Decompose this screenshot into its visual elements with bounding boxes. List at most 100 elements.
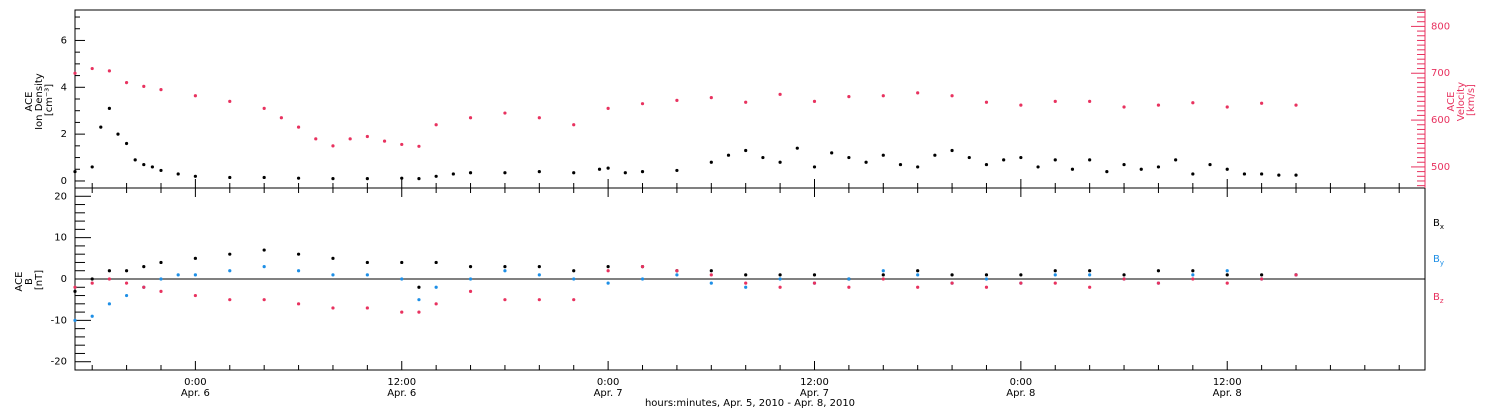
bz-point (1294, 273, 1298, 277)
b-tick-label: -10 (51, 315, 67, 326)
velocity-point (675, 98, 679, 103)
velocity-point (107, 69, 111, 73)
density-point (1191, 172, 1195, 176)
density-point (417, 177, 421, 181)
b-tick-label: 20 (54, 191, 67, 202)
bz-point (73, 285, 77, 289)
bz-point (262, 298, 266, 302)
density-point (1208, 162, 1212, 167)
bx-point (984, 273, 989, 277)
bz-point (331, 306, 335, 310)
bz-point (1053, 281, 1057, 285)
density-point (1070, 167, 1075, 171)
density-point (1156, 165, 1161, 169)
velocity-point (537, 116, 541, 120)
by-point (537, 273, 541, 277)
bz-point (1122, 277, 1126, 281)
density-tick-label: 4 (61, 82, 67, 93)
by-point (778, 277, 782, 281)
density-point (744, 148, 748, 153)
by-point (847, 277, 851, 281)
bz-point (778, 285, 782, 289)
bz-point (90, 281, 94, 285)
density-point (1174, 158, 1178, 162)
by-point (675, 273, 679, 277)
by-point (744, 285, 748, 289)
density-point (124, 141, 129, 146)
by-point (984, 277, 989, 281)
bx-point (950, 273, 954, 277)
velocity-point (279, 116, 283, 120)
velocity-point (228, 99, 232, 103)
velocity-point (606, 106, 610, 110)
velocity-point (434, 123, 438, 127)
density-point (967, 155, 971, 160)
velocity-point (73, 71, 77, 75)
velocity-point (348, 137, 352, 141)
bz-point (1156, 281, 1161, 285)
bx-point (73, 289, 77, 294)
bx-point (881, 273, 885, 277)
velocity-tick-label: 800 (1431, 21, 1450, 32)
bx-point (262, 248, 266, 252)
density-point (597, 167, 602, 171)
bx-point (709, 269, 713, 273)
bz-point (434, 302, 438, 306)
bz-point (709, 273, 713, 277)
bx-point (159, 260, 163, 265)
bz-point (365, 306, 369, 310)
x-tick-label-date: Apr. 7 (594, 388, 623, 399)
by-point (124, 293, 129, 298)
bx-point (365, 260, 369, 265)
bx-point (572, 269, 576, 273)
density-point (572, 171, 576, 175)
top-right-axis-line3: [km/s] (1466, 84, 1477, 116)
bx-point (228, 252, 232, 256)
by-point (417, 298, 421, 302)
density-point (933, 153, 937, 157)
bottom-left-axis-label: ACE B [nT] (14, 268, 45, 291)
by-point (709, 281, 713, 285)
velocity-point (159, 88, 163, 92)
x-axis-title: hours:minutes, Apr. 5, 2010 - Apr. 8, 20… (645, 398, 855, 409)
density-point (193, 174, 197, 178)
by-point (572, 277, 576, 281)
density-point (778, 160, 782, 164)
top-right-axis-line2: Velocity (1456, 82, 1467, 121)
bz-point (159, 289, 163, 294)
velocity-point (331, 144, 335, 148)
density-point (434, 174, 438, 178)
by-point (193, 273, 197, 277)
velocity-point (640, 102, 645, 106)
density-tick-label: 2 (61, 129, 67, 140)
bottom-left-axis-line2: B (24, 278, 35, 285)
bx-point (193, 256, 197, 260)
velocity-point (812, 99, 817, 103)
velocity-point (984, 100, 989, 104)
velocity-point (1122, 105, 1126, 109)
bz-point (124, 281, 129, 285)
bx-point (812, 273, 817, 277)
by-point (73, 318, 77, 322)
by-point (606, 281, 610, 285)
by-point (1225, 269, 1229, 273)
marks-layer (73, 66, 1298, 322)
bz-point (1088, 285, 1092, 289)
density-point (864, 160, 868, 164)
density-tick-label: 6 (61, 35, 67, 46)
by-point (640, 277, 645, 281)
top-right-axis-line1: ACE (1446, 92, 1457, 112)
velocity-point (503, 111, 507, 115)
density-point (1105, 170, 1109, 174)
density-point (116, 132, 120, 136)
density-point (623, 171, 627, 175)
bx-point (417, 285, 421, 289)
bz-point (744, 281, 748, 285)
x-tick-label-time: 0:00 (597, 377, 619, 388)
x-tick-label-date: Apr. 8 (1213, 388, 1242, 399)
density-point (503, 171, 507, 175)
density-point (99, 125, 103, 129)
velocity-point (124, 81, 129, 85)
density-point (262, 175, 266, 180)
bz-point (606, 269, 610, 273)
